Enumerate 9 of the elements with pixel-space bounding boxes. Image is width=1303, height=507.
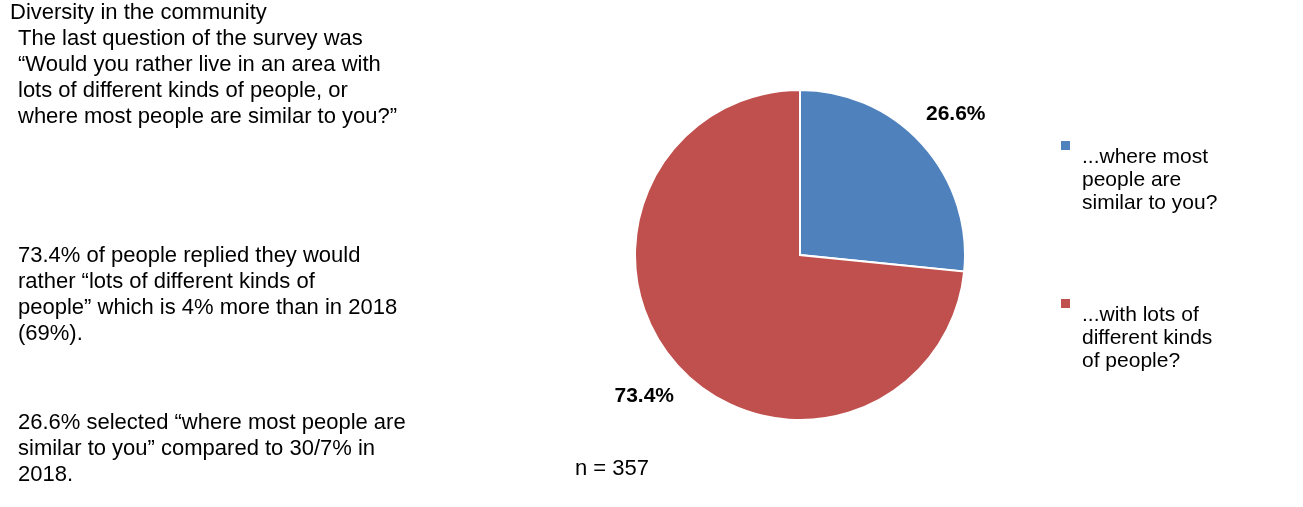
text: 26.6% selected “where most people are similar to you” compared to 30/7% in 2018. [18,409,406,486]
text: The last question of the survey was “Would you rather live in an area with lots of different kinds of people, or where most people are similar to you?” [17,25,398,128]
legend-label: ...with lots of different kinds of people? [1082,301,1213,371]
text: n = 357 [575,455,650,480]
text: Diversity in the community [10,0,267,24]
text: 73.4% of people replied they would rather “lots of different kinds of people” which is 4% more than in 2018 (69%). [18,242,398,345]
legend-label: ...where most people are similar to you? [1082,143,1218,213]
data-label: 26.6% [925,101,986,125]
data-label: 73.4% [614,382,675,406]
